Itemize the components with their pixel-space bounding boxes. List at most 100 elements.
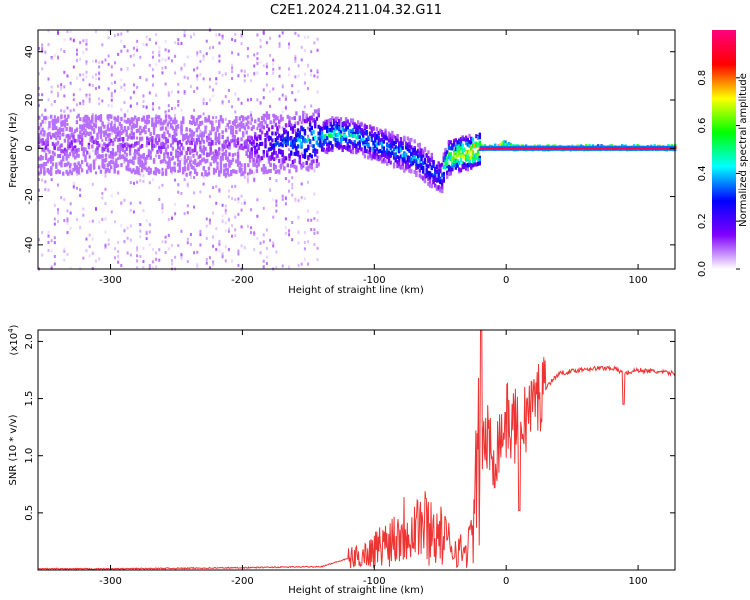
heatmap-cell: [140, 143, 144, 148]
heatmap-cell: [387, 150, 391, 155]
heatmap-cell: [454, 158, 458, 163]
heatmap-cell: [302, 114, 305, 119]
heatmap-cell: [224, 172, 228, 177]
snr-y-tick-label: 2.0: [24, 333, 35, 349]
heatmap-cell: [236, 154, 240, 159]
heatmap-cell: [132, 132, 135, 137]
heatmap-cell: [221, 135, 224, 140]
heatmap-cell: [224, 128, 228, 133]
heatmap-cell: [195, 128, 199, 133]
heatmap-cell: [66, 217, 69, 221]
heatmap-cell: [278, 34, 281, 38]
heatmap-cell: [504, 140, 507, 144]
heatmap-cell: [173, 131, 176, 136]
heatmap-cell: [111, 151, 115, 156]
heatmap-cell: [377, 157, 380, 162]
heatmap-cell: [408, 138, 411, 143]
heatmap-cell: [216, 126, 219, 131]
heatmap-cell: [245, 141, 248, 146]
heatmap-cell: [47, 127, 50, 131]
heatmap-cell: [265, 41, 268, 45]
heatmap-cell: [264, 132, 267, 137]
heatmap-cell: [300, 165, 303, 170]
heatmap-cell: [193, 89, 196, 93]
heatmap-cell: [148, 181, 151, 185]
heatmap-cell: [470, 146, 473, 151]
heatmap-cell: [145, 35, 148, 39]
heatmap-cell: [240, 101, 243, 105]
heatmap-cell: [411, 156, 415, 161]
heatmap-cell: [281, 127, 284, 131]
snr-x-tick-label: 0: [503, 576, 509, 587]
heatmap-cell: [107, 122, 110, 126]
heatmap-cell: [236, 151, 240, 156]
heatmap-cell: [422, 176, 425, 181]
heatmap-cell: [151, 247, 154, 251]
heatmap-cell: [183, 158, 186, 162]
heatmap-cell: [459, 158, 463, 163]
heatmap-cell: [41, 166, 44, 170]
heatmap-cell: [468, 163, 471, 168]
heatmap-cell: [295, 138, 298, 143]
heatmap-cell: [281, 159, 284, 164]
heatmap-cell: [151, 74, 154, 78]
heatmap-cell: [148, 243, 151, 247]
heatmap-cell: [56, 116, 60, 121]
heatmap-cell: [351, 150, 355, 155]
heatmap-cell: [344, 145, 348, 150]
heatmap-cell: [284, 123, 288, 128]
heatmap-cell: [171, 155, 175, 160]
heatmap-cell: [63, 197, 66, 201]
heatmap-cell: [190, 165, 193, 170]
heatmap-cell: [272, 244, 275, 248]
heatmap-cell: [271, 131, 274, 136]
heatmap-cell: [476, 161, 480, 166]
heatmap-cell: [320, 143, 324, 148]
heatmap-cell: [173, 128, 176, 133]
heatmap-cell: [149, 136, 152, 141]
heatmap-cell: [200, 137, 204, 142]
heatmap-cell: [218, 189, 221, 193]
spectrogram-x-tick-label: -300: [99, 275, 122, 286]
heatmap-cell: [117, 250, 120, 254]
heatmap-cell: [208, 266, 211, 270]
heatmap-cell: [234, 184, 237, 188]
heatmap-cell: [161, 167, 164, 171]
heatmap-cell: [155, 63, 158, 67]
heatmap-cell: [171, 140, 175, 145]
heatmap-cell: [449, 171, 452, 176]
heatmap-cell: [389, 160, 392, 165]
heatmap-cell: [353, 143, 356, 148]
heatmap-cell: [167, 91, 170, 95]
heatmap-cell: [113, 247, 116, 251]
heatmap-cell: [250, 151, 253, 156]
heatmap-cell: [194, 141, 197, 146]
heatmap-cell: [382, 139, 386, 144]
heatmap-cell: [62, 122, 65, 127]
heatmap-cell: [208, 221, 211, 225]
heatmap-cell: [224, 117, 227, 121]
heatmap-cell: [89, 136, 92, 141]
heatmap-cell: [47, 98, 50, 102]
heatmap-cell: [240, 163, 243, 168]
heatmap-cell: [193, 108, 196, 112]
heatmap-cell: [275, 250, 278, 254]
heatmap-cell: [186, 204, 189, 208]
heatmap-cell: [92, 164, 96, 169]
heatmap-cell: [41, 113, 44, 117]
heatmap-cell: [129, 104, 132, 108]
heatmap-cell: [221, 36, 224, 40]
heatmap-cell: [293, 140, 296, 145]
heatmap-cell: [174, 178, 177, 182]
heatmap-cell: [265, 71, 268, 75]
heatmap-cell: [218, 239, 221, 243]
heatmap-cell: [152, 158, 156, 163]
heatmap-cell: [272, 146, 276, 151]
heatmap-cell: [461, 147, 464, 152]
heatmap-cell: [216, 161, 219, 166]
heatmap-cell: [368, 131, 372, 136]
heatmap-cell: [370, 154, 374, 159]
heatmap-cell: [123, 240, 126, 244]
heatmap-cell: [305, 116, 308, 121]
heatmap-cell: [47, 77, 50, 81]
